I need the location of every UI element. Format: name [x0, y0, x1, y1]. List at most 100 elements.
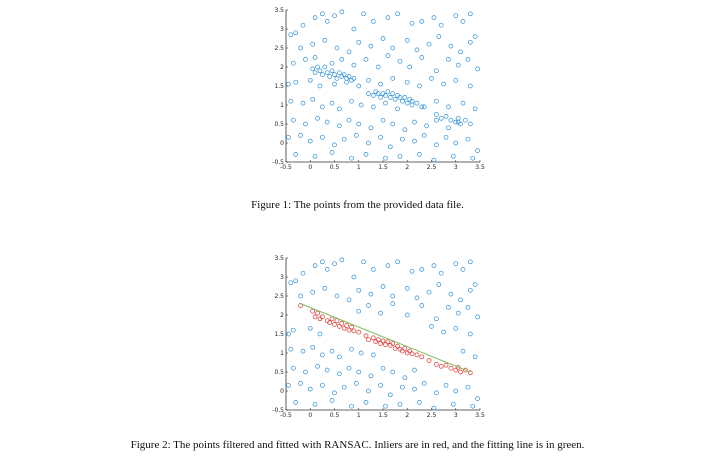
data-point — [353, 133, 359, 138]
data-point — [310, 344, 316, 350]
inlier-point — [344, 323, 349, 328]
data-point — [375, 91, 381, 96]
data-point — [458, 297, 463, 303]
inlier-point — [419, 354, 425, 360]
data-point — [361, 11, 366, 17]
data-point — [303, 57, 308, 62]
data-point — [312, 70, 318, 76]
data-point — [336, 354, 342, 360]
data-point — [400, 136, 405, 142]
data-point — [358, 350, 364, 356]
data-point — [412, 119, 417, 125]
data-point — [397, 95, 403, 100]
data-point — [407, 96, 413, 102]
data-point — [446, 125, 451, 131]
data-point — [431, 263, 437, 268]
inlier-point — [315, 310, 320, 316]
inlier-point — [434, 362, 439, 367]
data-point — [288, 280, 294, 286]
inlier-point — [426, 358, 432, 363]
data-point — [412, 386, 417, 392]
data-point — [421, 133, 427, 138]
data-point — [336, 106, 342, 112]
inlier-point — [409, 351, 415, 357]
data-point — [286, 331, 291, 337]
data-point — [312, 263, 318, 268]
data-point — [419, 55, 425, 60]
data-point — [332, 261, 337, 267]
data-point — [414, 47, 420, 53]
data-point — [307, 325, 313, 331]
data-point — [312, 55, 318, 60]
data-point — [339, 57, 345, 62]
data-point — [356, 121, 362, 127]
data-point — [356, 308, 362, 314]
data-point — [312, 401, 318, 407]
data-point — [366, 140, 371, 146]
data-point — [438, 270, 444, 276]
data-point — [324, 119, 330, 125]
data-point — [346, 117, 352, 123]
inlier-point — [298, 303, 303, 308]
data-point — [339, 9, 345, 15]
data-point — [475, 396, 480, 401]
data-point — [378, 382, 383, 388]
scatter-plot-1: -0.5 0 0.5 1 1.5 2 2.5 3 3.5 -0.5 0 0.5 1 1.5 2 2.5 3 3.5 — [272, 7, 485, 171]
y-tick-label: 2.5 — [274, 45, 284, 52]
data-point — [434, 117, 439, 123]
data-point — [460, 19, 466, 24]
data-point — [293, 152, 299, 157]
data-point — [404, 312, 410, 318]
data-point — [329, 68, 335, 74]
x-tick-label: 2.5 — [427, 412, 437, 419]
x-tick-label: 1.5 — [378, 412, 388, 419]
data-point — [390, 76, 396, 81]
data-point — [472, 34, 478, 39]
inlier-point — [310, 308, 316, 314]
y-tick-label: -0.5 — [272, 159, 284, 166]
data-point — [329, 60, 335, 66]
data-point — [370, 104, 376, 110]
data-point — [434, 390, 439, 396]
data-point — [450, 401, 456, 407]
data-point — [298, 381, 303, 386]
inlier-point — [327, 320, 333, 325]
data-point — [387, 95, 393, 100]
data-point — [315, 115, 320, 121]
inlier-point — [332, 322, 337, 327]
y-tick-label: 2.5 — [274, 293, 284, 300]
data-point — [286, 382, 291, 388]
data-point — [366, 388, 371, 394]
data-point — [320, 352, 325, 358]
inlier-point — [380, 338, 386, 344]
data-point — [370, 19, 376, 24]
data-point — [434, 316, 439, 322]
x-tick-label: 3 — [454, 164, 458, 171]
x-tick-label: 0.5 — [330, 164, 340, 171]
data-point — [467, 259, 473, 265]
data-point — [310, 289, 316, 295]
data-point — [349, 403, 354, 409]
data-point — [404, 100, 410, 106]
inlier-point — [320, 314, 325, 320]
data-point — [327, 74, 333, 79]
data-point — [290, 365, 296, 371]
data-point — [310, 66, 316, 72]
data-point — [363, 152, 369, 157]
data-point — [446, 305, 451, 310]
data-point — [407, 64, 413, 70]
data-point — [383, 100, 388, 106]
data-point — [370, 267, 376, 272]
inlier-point — [467, 370, 473, 376]
data-point — [349, 98, 354, 104]
data-point — [402, 127, 408, 133]
data-point — [431, 405, 437, 411]
data-point — [370, 352, 376, 358]
inlier-point — [458, 369, 463, 375]
inlier-point — [349, 324, 354, 330]
data-point — [368, 291, 374, 297]
data-point — [286, 81, 291, 87]
data-point — [390, 301, 396, 306]
data-point — [320, 104, 325, 110]
inlier-point — [356, 329, 362, 335]
